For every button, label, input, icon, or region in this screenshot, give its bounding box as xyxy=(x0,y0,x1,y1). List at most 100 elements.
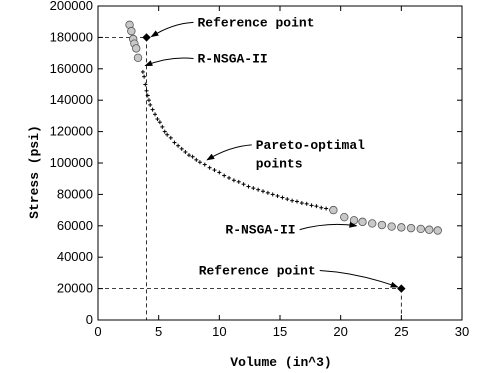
axis-ticks: 0 5 10 15 20 25 30 0 20000 40000 60000 80000 100000 1… xyxy=(50,0,470,339)
x-tick-label: 10 xyxy=(212,324,226,339)
x-tick-label: 25 xyxy=(394,324,408,339)
pareto-point xyxy=(202,162,207,167)
x-tick-label: 20 xyxy=(333,324,347,339)
reference-point-marker xyxy=(142,33,151,42)
rnsga-point xyxy=(368,219,377,228)
rnsga-point xyxy=(340,212,349,222)
rnsga-point xyxy=(133,53,143,63)
pareto-point xyxy=(142,74,147,79)
pareto-point xyxy=(146,98,151,103)
pareto-point xyxy=(176,143,181,148)
x-tick-label: 15 xyxy=(273,324,287,339)
rnsga-point xyxy=(387,222,396,231)
pareto-point xyxy=(222,173,227,178)
pareto-point xyxy=(280,195,285,200)
pareto-point xyxy=(212,168,217,173)
pareto-point xyxy=(207,165,212,170)
pareto-point xyxy=(162,129,167,134)
x-tick-label: 30 xyxy=(455,324,469,339)
y-axis-label: Stress (psi) xyxy=(27,125,42,219)
pareto-point xyxy=(183,150,188,155)
rnsga-point xyxy=(127,26,136,36)
reference-guide-lines xyxy=(98,37,402,320)
rnsga-point xyxy=(433,226,442,235)
annotation-layer: Reference point R-NSGA-II Pareto-optimal po… xyxy=(144,15,399,288)
pareto-point xyxy=(275,193,280,198)
rnsga-point xyxy=(358,217,367,227)
annotation-label: points xyxy=(256,157,303,172)
annotation-label: Reference point xyxy=(199,263,316,278)
pareto-point xyxy=(172,140,177,145)
pareto-point xyxy=(265,190,270,195)
x-tick-label: 5 xyxy=(155,324,162,339)
annotation-arrow xyxy=(150,21,194,38)
pareto-point xyxy=(160,124,165,129)
pareto-point xyxy=(261,189,266,194)
pareto-point xyxy=(314,204,319,209)
rnsga-point xyxy=(349,216,359,225)
rnsga-point xyxy=(132,44,141,53)
pareto-point xyxy=(165,132,170,137)
pareto-point xyxy=(304,201,309,206)
rnsga-point xyxy=(329,205,338,215)
rnsga-point xyxy=(416,224,425,234)
pareto-point xyxy=(143,82,148,87)
pareto-point xyxy=(145,93,150,98)
pareto-point xyxy=(270,192,275,197)
y-tick-label: 100000 xyxy=(50,155,93,170)
pareto-point xyxy=(153,112,158,117)
pareto-point xyxy=(231,178,236,183)
series-0 xyxy=(140,69,333,213)
annotation-label: Pareto-optimal xyxy=(256,138,365,153)
pareto-point xyxy=(290,198,295,203)
pareto-point xyxy=(194,157,199,162)
y-tick-label: 20000 xyxy=(57,281,93,296)
y-tick-label: 0 xyxy=(86,312,93,327)
y-tick-label: 40000 xyxy=(57,249,93,264)
pareto-point xyxy=(157,120,162,125)
rnsga-point xyxy=(397,223,406,232)
annotation-label: R-NSGA-II xyxy=(197,52,267,67)
pareto-point xyxy=(319,205,324,210)
annotation-arrow xyxy=(319,269,399,288)
x-axis-label: Volume (in^3) xyxy=(230,355,331,370)
rnsga-point xyxy=(377,220,387,230)
y-tick-label: 60000 xyxy=(57,218,93,233)
pareto-point xyxy=(309,203,314,208)
y-tick-label: 200000 xyxy=(50,0,93,13)
pareto-point xyxy=(251,186,256,191)
rnsga-point xyxy=(406,223,416,233)
pareto-point xyxy=(148,102,153,107)
pareto-point xyxy=(179,146,184,151)
pareto-point xyxy=(246,184,251,189)
pareto-point xyxy=(299,201,304,206)
series-2 xyxy=(329,205,442,235)
pareto-point xyxy=(236,179,241,184)
pareto-point xyxy=(190,154,195,159)
y-tick-label: 140000 xyxy=(50,92,93,107)
series-3 xyxy=(142,33,406,293)
annotation-arrow xyxy=(206,144,252,161)
reference-point-marker xyxy=(397,284,406,293)
pareto-point xyxy=(187,153,191,158)
pareto-point xyxy=(217,170,222,175)
pareto-point xyxy=(256,187,261,192)
series-layer xyxy=(125,20,442,293)
pareto-point xyxy=(197,160,202,165)
pareto-point xyxy=(168,135,173,140)
pareto-point xyxy=(150,107,155,112)
y-tick-label: 120000 xyxy=(50,124,93,139)
pareto-point xyxy=(324,206,329,211)
pareto-point xyxy=(227,175,232,180)
pareto-point xyxy=(144,88,149,93)
y-tick-label: 180000 xyxy=(50,29,93,44)
y-tick-label: 160000 xyxy=(50,61,93,76)
pareto-point xyxy=(294,199,299,204)
pareto-point xyxy=(241,182,246,187)
annotation-arrow xyxy=(144,57,194,67)
annotation-arrow xyxy=(299,221,358,231)
y-tick-label: 80000 xyxy=(57,186,93,201)
series-1 xyxy=(125,20,143,63)
annotation-label: Reference point xyxy=(197,15,314,30)
x-tick-label: 0 xyxy=(94,324,101,339)
